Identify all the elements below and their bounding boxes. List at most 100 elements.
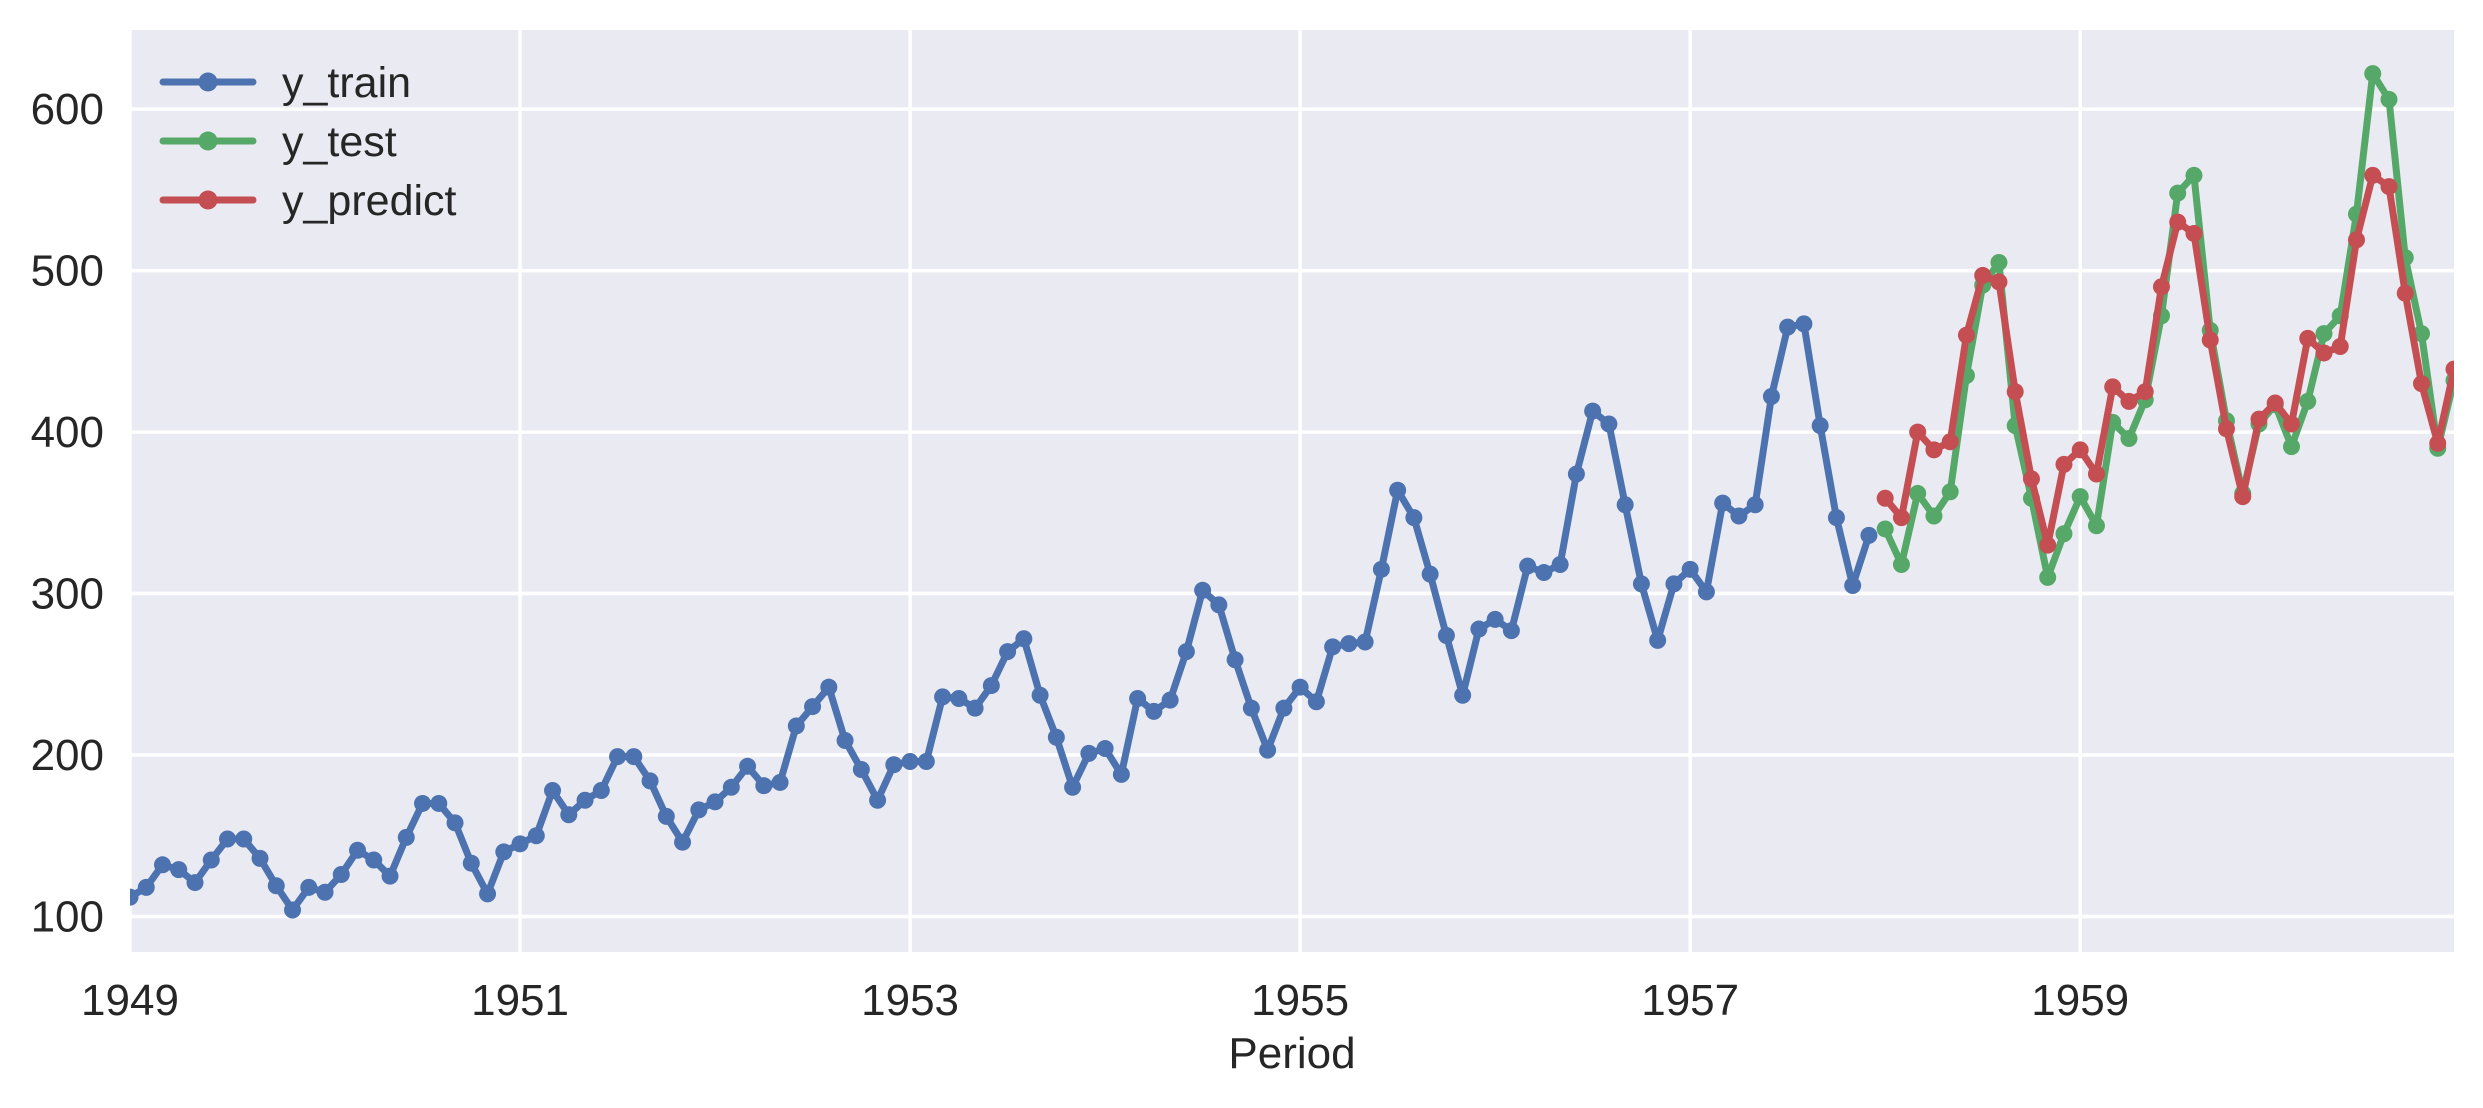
data-point-y_train (950, 689, 968, 707)
data-point-y_train (771, 773, 789, 791)
data-point-y_train (170, 861, 188, 879)
data-point-y_train (690, 801, 708, 819)
data-point-y_train (251, 849, 269, 867)
data-point-y_train (1730, 507, 1748, 525)
data-point-y_test (2071, 488, 2089, 506)
data-point-y_train (739, 757, 757, 775)
data-point-y_train (1177, 643, 1195, 661)
data-point-y_test (1941, 483, 1959, 501)
data-point-y_train (1275, 699, 1293, 717)
data-point-y_train (852, 761, 870, 779)
data-point-y_train (755, 777, 773, 795)
data-point-y_train (1616, 496, 1634, 514)
y-tick-label: 500 (31, 247, 104, 296)
data-point-y_train (1779, 318, 1797, 336)
data-point-y_train (1567, 465, 1585, 483)
data-point-y_train (576, 791, 594, 809)
data-point-y_train (1551, 555, 1569, 573)
data-point-y_train (1535, 564, 1553, 582)
data-point-y_test (2412, 325, 2430, 343)
data-point-y_predict (1876, 489, 1894, 507)
data-point-y_predict (2364, 166, 2382, 184)
data-point-y_test (2315, 325, 2333, 343)
data-point-y_train (284, 901, 302, 919)
data-point-y_predict (1941, 433, 1959, 451)
y-tick-label: 200 (31, 731, 104, 780)
data-point-y_train (1210, 596, 1228, 614)
plot-background (130, 30, 2454, 952)
data-point-y_predict (2185, 224, 2203, 242)
data-point-y_train (1226, 651, 1244, 669)
data-point-y_train (706, 793, 724, 811)
data-point-y_train (1015, 630, 1033, 648)
data-point-y_train (609, 748, 627, 766)
data-point-y_train (1795, 315, 1813, 333)
data-point-y_predict (2136, 383, 2154, 401)
data-point-y_train (1291, 678, 1309, 696)
data-point-y_predict (2039, 536, 2057, 554)
legend-marker (198, 72, 218, 92)
data-point-y_train (1632, 575, 1650, 593)
legend-item-y_predict: y_predict (159, 177, 457, 225)
data-point-y_train (1762, 388, 1780, 406)
x-tick-label: 1951 (471, 976, 569, 1025)
x-tick-label: 1959 (2031, 976, 2129, 1025)
data-point-y_test (1892, 555, 1910, 573)
data-point-y_train (1096, 740, 1114, 758)
data-point-y_train (462, 854, 480, 872)
data-point-y_train (1356, 633, 1374, 651)
data-point-y_train (917, 752, 935, 770)
data-point-y_predict (2006, 383, 2024, 401)
data-point-y_predict (1974, 266, 1992, 284)
data-point-y_predict (2152, 278, 2170, 296)
data-point-y_predict (2347, 231, 2365, 249)
data-point-y_predict (2396, 284, 2414, 302)
data-point-y_train (966, 699, 984, 717)
data-point-y_predict (2022, 470, 2040, 488)
data-point-y_train (901, 752, 919, 770)
data-point-y_train (1145, 702, 1163, 720)
y-tick-labels: 100 200 300 400 500 600 (31, 85, 104, 941)
data-point-y_train (560, 806, 578, 824)
data-point-y_train (1519, 557, 1537, 575)
data-point-y_train (625, 748, 643, 766)
data-point-y_predict (1909, 423, 1927, 441)
data-point-y_train (1584, 402, 1602, 420)
data-point-y_train (1860, 526, 1878, 544)
data-point-y_train (1502, 622, 1520, 640)
data-point-y_predict (2380, 178, 2398, 196)
data-point-y_train (1259, 741, 1277, 759)
data-point-y_train (999, 643, 1017, 661)
data-point-y_train (820, 678, 838, 696)
x-tick-label: 1949 (81, 976, 179, 1025)
data-point-y_train (836, 731, 854, 749)
data-point-y_train (657, 807, 675, 825)
data-point-y_train (1421, 565, 1439, 583)
data-point-y_train (1324, 638, 1342, 656)
data-point-y_train (869, 791, 887, 809)
data-point-y_predict (2299, 329, 2317, 347)
data-point-y_test (2039, 568, 2057, 586)
data-point-y_train (722, 778, 740, 796)
data-point-y_train (1372, 560, 1390, 578)
data-point-y_train (267, 877, 285, 895)
data-point-y_train (1681, 560, 1699, 578)
data-point-y_test (2169, 184, 2187, 202)
x-tick-labels: 1949 1951 1953 1955 1957 1959 (81, 976, 2129, 1025)
data-point-y_train (154, 856, 172, 874)
data-point-y_predict (2234, 488, 2252, 506)
series-y_predict (1876, 166, 2454, 554)
data-point-y_predict (2120, 392, 2138, 410)
data-point-y_train (332, 865, 350, 883)
data-point-y_train (1064, 778, 1082, 796)
data-point-y_train (1161, 691, 1179, 709)
series-y_train (130, 315, 1878, 919)
data-point-y_test (2282, 438, 2300, 456)
data-point-y_train (1600, 415, 1618, 433)
data-point-y_train (1307, 693, 1325, 711)
data-point-y_train (349, 841, 367, 859)
data-point-y_predict (2169, 213, 2187, 231)
data-point-y_train (1031, 686, 1049, 704)
x-tick-label: 1953 (861, 976, 959, 1025)
